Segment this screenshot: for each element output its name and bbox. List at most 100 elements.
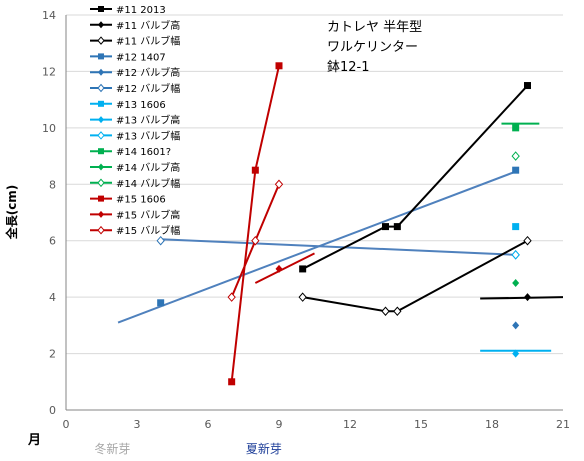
chart-title: カトレヤ 半年型 ワルケリンター 鉢12-1: [327, 20, 422, 75]
legend-marker: [98, 53, 104, 60]
x-axis-label: 月: [27, 433, 41, 448]
data-point: [512, 279, 520, 288]
legend-label: #11 2013: [116, 5, 166, 16]
legend-label: #14 1601?: [116, 147, 171, 158]
x-tick-label: 0: [63, 418, 70, 431]
legend: #11 2013 #11 バルブ高 #11 バルブ幅 #12 1407 #12 バルブ高…: [90, 5, 180, 237]
legend-marker: [97, 36, 105, 45]
legend-entry: #11 2013: [90, 5, 166, 16]
legend-entry: #12 バルブ幅: [90, 82, 180, 95]
legend-label: #13 バルブ高: [116, 114, 180, 127]
data-point: [251, 166, 259, 174]
trend-line: [160, 238, 516, 256]
series-group: [512, 223, 520, 231]
series-group: [228, 62, 283, 386]
legend-label: #11 バルブ幅: [116, 35, 180, 48]
legend-entry: #14 バルブ高: [90, 161, 180, 174]
legend-label: #15 1606: [116, 195, 166, 206]
data-point: [512, 166, 520, 174]
data-point: [393, 223, 401, 231]
legend-label: #12 1407: [116, 52, 166, 63]
data-point: [512, 124, 520, 132]
y-tick-label: 14: [42, 9, 56, 22]
legend-marker: [98, 195, 104, 202]
legend-label: #12 バルブ高: [116, 66, 180, 79]
series: [156, 62, 532, 386]
title-line-2: ワルケリンター: [327, 40, 418, 55]
series-group: [157, 166, 520, 307]
y-axis-label: 全長(cm): [4, 185, 19, 241]
legend-entry: #13 バルブ幅: [90, 129, 180, 142]
x-tick-label: 9: [276, 418, 283, 431]
data-point: [511, 250, 520, 260]
series-group: [524, 293, 531, 302]
legend-marker: [98, 68, 104, 76]
series-group: [512, 349, 520, 358]
series-group: [512, 124, 520, 132]
title-line-1: カトレヤ 半年型: [327, 20, 422, 35]
legend-entry: #13 バルブ高: [90, 114, 180, 127]
y-tick-label: 12: [42, 65, 56, 78]
data-point: [299, 265, 307, 273]
data-point: [523, 235, 532, 246]
legend-label: #12 バルブ幅: [116, 82, 180, 95]
data-point: [274, 179, 284, 190]
legend-marker: [98, 163, 104, 171]
legend-marker: [97, 131, 105, 140]
legend-entry: #12 1407: [90, 52, 166, 63]
data-point: [511, 151, 520, 161]
data-point: [393, 306, 402, 317]
legend-entry: #15 バルブ高: [90, 208, 180, 221]
legend-entry: #15 バルブ幅: [90, 224, 180, 237]
data-point: [298, 292, 307, 302]
y-tick-label: 8: [49, 178, 56, 191]
series-group: [298, 235, 532, 317]
data-point: [156, 235, 165, 246]
data-point: [524, 293, 531, 302]
legend-label: #15 バルブ高: [116, 208, 180, 221]
legend-marker: [97, 225, 105, 235]
data-point: [228, 378, 236, 386]
series-line: [302, 84, 529, 270]
legend-entry: #11 バルブ幅: [90, 35, 180, 48]
series-line: [302, 239, 528, 313]
legend-marker: [97, 83, 105, 93]
x-tick-label: 3: [134, 418, 141, 431]
legend-label: #13 バルブ幅: [116, 129, 180, 142]
data-point: [512, 223, 520, 231]
legend-marker: [98, 21, 104, 29]
series-group: [299, 82, 531, 273]
legend-marker: [97, 178, 105, 188]
title-line-3: 鉢12-1: [327, 60, 370, 75]
data-point: [512, 321, 520, 330]
data-point: [251, 235, 260, 246]
x-tick-label: 21: [556, 418, 570, 431]
legend-entry: #12 バルブ高: [90, 66, 180, 79]
x-tick-label: 15: [414, 418, 428, 431]
series-group: [512, 321, 520, 330]
x-annotations: 冬新芽 夏新芽: [94, 441, 281, 456]
season-label: 夏新芽: [246, 441, 282, 456]
series-group: [227, 179, 284, 302]
trend-lines: [117, 122, 564, 352]
y-tick-label: 6: [49, 235, 56, 248]
data-point: [512, 349, 520, 358]
series-line: [230, 65, 280, 382]
y-tick-label: 2: [49, 348, 56, 361]
trend-line: [480, 296, 564, 300]
legend-marker: [98, 148, 104, 155]
x-tick-labels: 0 3 6 9 12 15 18 21: [63, 418, 571, 431]
legend-entry: #14 バルブ幅: [90, 177, 180, 190]
legend-label: #11 バルブ高: [116, 19, 180, 32]
x-tick-label: 18: [485, 418, 499, 431]
y-tick-label: 0: [49, 404, 56, 417]
data-point: [524, 82, 531, 90]
x-tick-label: 6: [205, 418, 212, 431]
data-point: [275, 264, 283, 273]
legend-entry: #11 バルブ高: [90, 19, 180, 32]
trend-line: [254, 252, 315, 284]
gridlines: [66, 14, 563, 355]
data-point: [275, 62, 283, 70]
series-group: [512, 279, 520, 288]
legend-label: #15 バルブ幅: [116, 224, 180, 237]
